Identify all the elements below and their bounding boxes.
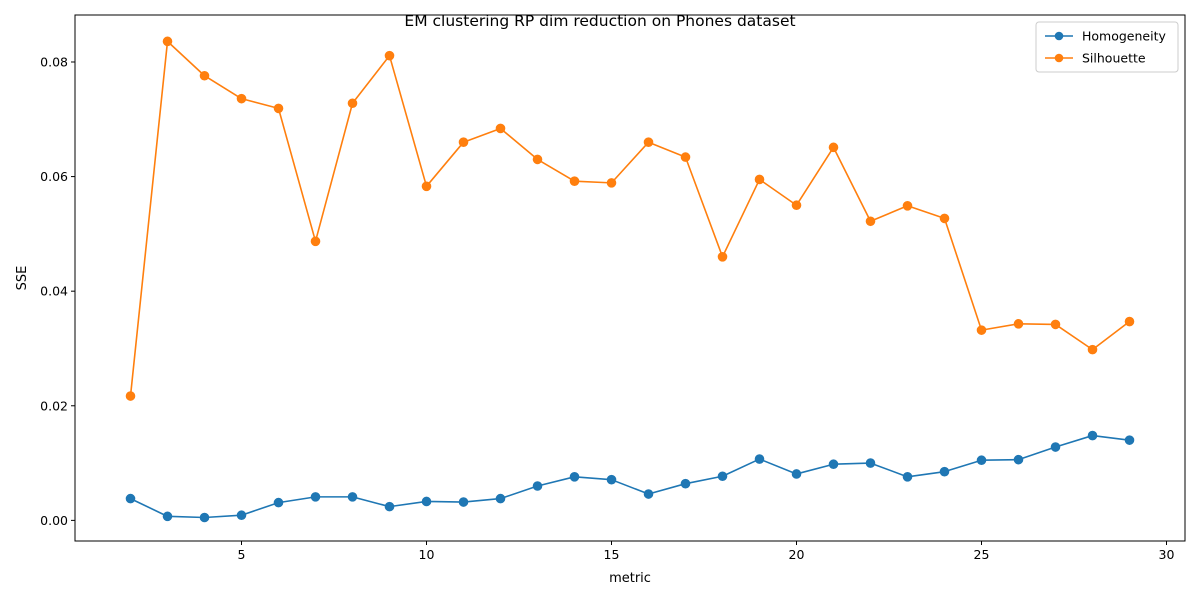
x-axis-label: metric bbox=[609, 571, 651, 586]
x-tick-label: 10 bbox=[419, 547, 435, 562]
data-point-homogeneity bbox=[421, 496, 432, 507]
legend-marker-homogeneity bbox=[1054, 31, 1064, 41]
data-point-silhouette bbox=[421, 181, 432, 192]
data-point-homogeneity bbox=[569, 472, 580, 482]
data-point-silhouette bbox=[236, 93, 247, 104]
x-tick-label: 5 bbox=[238, 547, 246, 562]
data-point-homogeneity bbox=[1087, 430, 1098, 441]
y-axis-label: SSE bbox=[15, 266, 30, 291]
data-point-homogeneity bbox=[717, 471, 728, 482]
data-point-homogeneity bbox=[199, 512, 210, 523]
legend-label-silhouette: Silhouette bbox=[1082, 51, 1146, 66]
data-point-homogeneity bbox=[791, 469, 802, 479]
data-point-homogeneity bbox=[310, 492, 321, 502]
data-point-silhouette bbox=[1087, 344, 1098, 355]
series-homogeneity bbox=[125, 430, 1135, 523]
data-point-homogeneity bbox=[458, 497, 469, 507]
data-point-silhouette bbox=[865, 216, 876, 227]
data-point-silhouette bbox=[532, 154, 543, 165]
data-point-silhouette bbox=[162, 36, 173, 47]
data-point-homogeneity bbox=[754, 454, 765, 464]
legend-label-homogeneity: Homogeneity bbox=[1082, 29, 1166, 44]
data-point-silhouette bbox=[384, 50, 395, 61]
chart-title: EM clustering RP dim reduction on Phones… bbox=[404, 12, 795, 30]
data-point-silhouette bbox=[902, 201, 913, 211]
y-tick-label: 0.04 bbox=[40, 284, 68, 299]
data-point-homogeneity bbox=[495, 493, 506, 504]
series-silhouette bbox=[125, 36, 1135, 401]
x-axis: 5 10 15 20 25 30 bbox=[238, 541, 1175, 562]
data-point-homogeneity bbox=[162, 511, 173, 522]
data-point-silhouette bbox=[495, 123, 506, 134]
series-line-homogeneity bbox=[130, 434, 1130, 519]
data-point-homogeneity bbox=[1124, 435, 1135, 445]
data-point-homogeneity bbox=[865, 458, 876, 468]
data-point-homogeneity bbox=[939, 466, 950, 477]
y-tick-label: 0.06 bbox=[40, 169, 68, 184]
legend: Homogeneity Silhouette bbox=[1035, 21, 1179, 73]
data-point-silhouette bbox=[976, 325, 987, 335]
data-point-homogeneity bbox=[1013, 454, 1024, 465]
data-point-silhouette bbox=[347, 98, 358, 109]
data-point-homogeneity bbox=[532, 481, 543, 491]
legend-marker-silhouette bbox=[1054, 53, 1064, 63]
data-point-homogeneity bbox=[384, 501, 395, 512]
series-line-silhouette bbox=[129, 40, 1130, 397]
data-point-homogeneity bbox=[976, 455, 987, 466]
data-point-silhouette bbox=[310, 236, 321, 247]
y-tick-label: 0.08 bbox=[40, 54, 68, 69]
y-tick-label: 0.00 bbox=[40, 513, 68, 528]
data-point-silhouette bbox=[606, 178, 617, 188]
x-tick-label: 30 bbox=[1159, 547, 1175, 562]
legend-box bbox=[1035, 21, 1179, 73]
series-layer bbox=[125, 36, 1135, 523]
data-point-silhouette bbox=[791, 200, 802, 211]
data-point-silhouette bbox=[125, 391, 136, 401]
data-point-homogeneity bbox=[1050, 442, 1061, 452]
data-point-homogeneity bbox=[828, 459, 839, 470]
data-point-silhouette bbox=[458, 137, 469, 147]
data-point-silhouette bbox=[939, 213, 950, 224]
data-point-silhouette bbox=[680, 152, 691, 162]
data-point-homogeneity bbox=[606, 474, 617, 485]
data-point-homogeneity bbox=[347, 492, 358, 502]
data-point-silhouette bbox=[273, 103, 284, 114]
data-point-silhouette bbox=[199, 70, 210, 81]
data-point-homogeneity bbox=[125, 493, 136, 504]
data-point-silhouette bbox=[643, 137, 654, 147]
y-tick-label: 0.02 bbox=[40, 398, 68, 413]
data-point-silhouette bbox=[1050, 319, 1061, 330]
data-point-homogeneity bbox=[236, 510, 247, 521]
plot-area bbox=[74, 14, 1186, 542]
data-point-silhouette bbox=[754, 174, 765, 185]
data-point-homogeneity bbox=[643, 489, 654, 499]
x-tick-label: 15 bbox=[604, 547, 620, 562]
data-point-homogeneity bbox=[902, 472, 913, 482]
x-tick-label: 25 bbox=[974, 547, 990, 562]
data-point-silhouette bbox=[717, 251, 728, 262]
data-point-homogeneity bbox=[273, 497, 284, 508]
data-point-silhouette bbox=[569, 176, 580, 186]
data-point-silhouette bbox=[1013, 319, 1024, 329]
x-tick-label: 20 bbox=[789, 547, 805, 562]
y-axis: 0.00 0.02 0.04 0.06 0.08 bbox=[40, 54, 75, 528]
data-point-silhouette bbox=[828, 142, 839, 153]
data-point-homogeneity bbox=[680, 478, 691, 489]
data-point-silhouette bbox=[1124, 316, 1135, 327]
